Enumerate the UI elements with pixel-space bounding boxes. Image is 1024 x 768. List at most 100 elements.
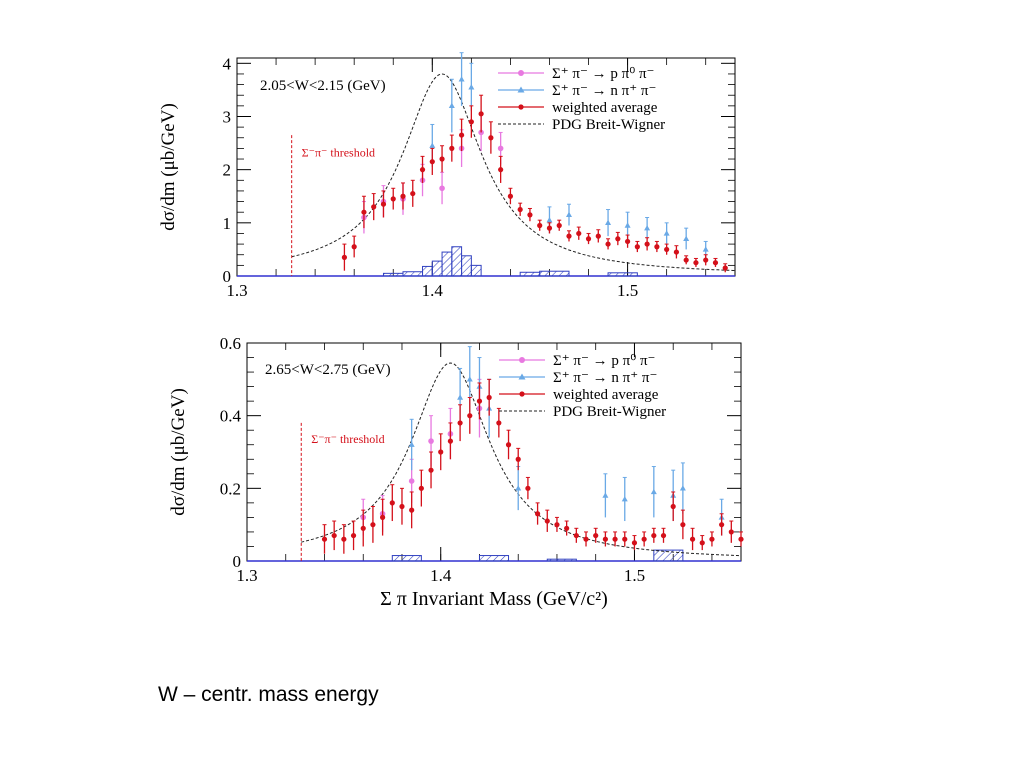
data-point-weighted — [605, 241, 611, 247]
legend-label: PDG Breit-Wigner — [552, 117, 665, 133]
hist-bar — [402, 271, 424, 277]
data-point-weighted — [478, 111, 484, 117]
x-tick-label: 1.4 — [422, 281, 444, 300]
data-point-weighted — [654, 244, 660, 250]
data-point-weighted — [370, 522, 376, 528]
data-point-weighted — [573, 532, 579, 539]
data-point-weighted — [488, 135, 494, 141]
data-point-weighted — [564, 525, 570, 531]
data-point-p-pi0 — [428, 438, 434, 444]
legend-marker-circle — [519, 357, 525, 363]
legend-marker-circle — [518, 70, 524, 76]
data-point-n-pi — [683, 235, 690, 241]
data-point-weighted — [527, 212, 533, 218]
hist-bar — [607, 272, 638, 277]
figure-canvas: 0 1 2 3 4 1.3 1.4 1.5 dσ/dm (μb/GeV) Σ⁻π⁻ thresho… — [158, 52, 744, 610]
y-axis-label: dσ/dm (μb/GeV) — [168, 388, 189, 516]
legend-marker-star — [518, 104, 524, 110]
y-axis-label: dσ/dm (μb/GeV) — [158, 103, 179, 231]
data-point-weighted — [641, 536, 647, 542]
data-point-weighted — [341, 536, 347, 542]
legend-label: PDG Breit-Wigner — [553, 404, 666, 420]
data-point-weighted — [534, 511, 541, 517]
breit-wigner-curve — [301, 362, 741, 557]
legend-label: Σ⁺ π⁻ → n π⁺ π⁻ — [552, 83, 656, 99]
data-point-n-pi — [650, 488, 657, 495]
hist-bar — [431, 260, 443, 277]
data-point-weighted — [418, 485, 424, 491]
data-point-p-pi0 — [408, 478, 415, 484]
hist-bar — [470, 264, 482, 277]
data-point-weighted — [400, 193, 406, 199]
data-point-weighted — [719, 522, 725, 528]
hist-bar — [653, 549, 684, 562]
threshold-label: Σ⁻π⁻ threshold — [302, 145, 375, 159]
data-point-weighted — [622, 536, 628, 542]
data-point-weighted — [399, 503, 405, 510]
data-point-n-pi — [602, 492, 609, 498]
data-point-weighted — [576, 230, 582, 237]
data-point-n-pi — [679, 485, 686, 491]
data-point-weighted — [498, 167, 504, 173]
data-point-weighted — [351, 244, 357, 250]
data-point-weighted — [505, 442, 512, 448]
data-point-weighted — [410, 190, 416, 197]
data-point-n-pi — [458, 76, 465, 82]
data-point-weighted — [371, 204, 377, 210]
data-point-weighted — [673, 249, 680, 255]
data-point-weighted — [709, 536, 715, 542]
x-tick-label: 1.3 — [236, 566, 257, 585]
chart-panel-top: 0 1 2 3 4 1.3 1.4 1.5 dσ/dm (μb/GeV) Σ⁻π⁻ thresho… — [158, 52, 736, 300]
data-point-weighted — [468, 119, 474, 125]
data-point-weighted — [476, 398, 483, 404]
x-axis-label: Σ π Invariant Mass (GeV/c²) — [380, 588, 608, 610]
data-point-weighted — [449, 145, 455, 151]
data-point-weighted — [615, 236, 621, 242]
data-point-n-pi — [408, 441, 415, 447]
data-point-weighted — [670, 503, 676, 510]
data-point-n-pi — [515, 485, 522, 491]
legend-marker-star — [519, 391, 525, 397]
data-point-weighted — [458, 132, 465, 138]
y-tick-label: 0.6 — [220, 334, 241, 353]
data-point-weighted — [486, 394, 492, 401]
data-point-weighted — [546, 225, 553, 231]
data-point-weighted — [321, 536, 328, 542]
data-point-n-pi — [702, 246, 709, 252]
data-point-weighted — [360, 525, 366, 531]
data-point-weighted — [341, 254, 348, 260]
data-point-weighted — [738, 536, 744, 542]
data-point-weighted — [544, 518, 550, 524]
data-point-weighted — [693, 260, 699, 266]
data-point-weighted — [728, 529, 734, 535]
y-tick-label: 2 — [223, 161, 232, 180]
data-point-weighted — [350, 532, 357, 539]
data-point-weighted — [631, 540, 638, 546]
data-point-n-pi — [605, 219, 612, 226]
y-tick-label: 4 — [223, 54, 232, 73]
data-point-weighted — [409, 507, 415, 513]
hist-bar — [539, 270, 570, 277]
data-point-n-pi — [621, 496, 628, 502]
y-tick-label: 0.4 — [220, 407, 242, 426]
hist-bar — [422, 265, 433, 277]
y-tick-label: 0.2 — [220, 479, 241, 498]
legend-label: weighted average — [552, 100, 658, 116]
data-point-weighted — [515, 456, 521, 462]
data-point-weighted — [390, 196, 396, 202]
data-point-n-pi — [624, 222, 631, 228]
breit-wigner-curve — [291, 73, 735, 271]
data-point-weighted — [712, 260, 719, 266]
data-point-p-pi0 — [439, 185, 445, 192]
data-point-weighted — [660, 532, 667, 539]
data-point-weighted — [683, 257, 689, 263]
panel-title: 2.65<W<2.75 (GeV) — [265, 362, 391, 378]
data-point-weighted — [361, 209, 367, 215]
data-point-n-pi — [546, 216, 553, 223]
data-point-n-pi — [468, 84, 475, 90]
data-point-n-pi — [448, 102, 455, 109]
data-point-weighted — [602, 536, 608, 542]
data-point-weighted — [537, 222, 543, 229]
data-point-weighted — [664, 246, 670, 253]
legend-label: weighted average — [553, 387, 659, 403]
